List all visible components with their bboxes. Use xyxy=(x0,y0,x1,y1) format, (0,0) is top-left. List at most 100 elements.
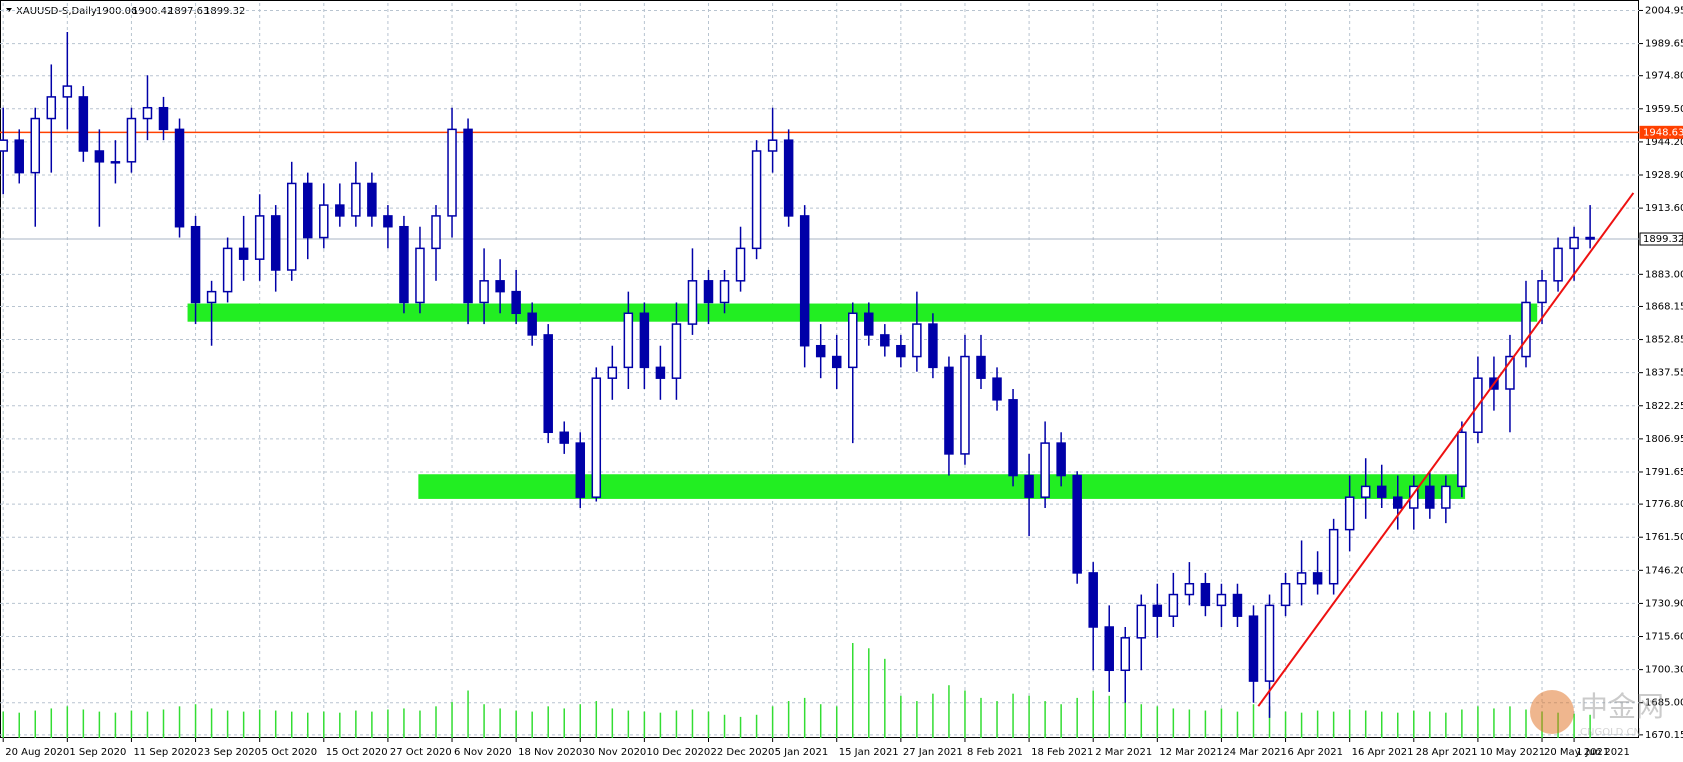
candle-body xyxy=(351,182,361,217)
header-value: 1897.63 xyxy=(168,6,209,17)
candle-body xyxy=(1120,637,1131,672)
candle-body xyxy=(543,334,553,434)
x-tick-label: 27 Jan 2021 xyxy=(903,747,963,758)
x-tick-label: 28 Apr 2021 xyxy=(1416,747,1478,758)
candle-body xyxy=(1104,626,1114,672)
y-tick-label: 1715.60 xyxy=(1645,632,1683,643)
candle-body xyxy=(14,139,24,174)
candle-body xyxy=(78,96,89,152)
y-tick-label: 1730.90 xyxy=(1645,598,1683,609)
candle-body xyxy=(206,290,217,304)
watermark: 中金网 CNGOLD.CN xyxy=(1530,690,1664,738)
candle-body xyxy=(1056,442,1066,477)
candle-body xyxy=(270,215,281,271)
price-label: 1948.63 xyxy=(1643,127,1683,138)
candle-body xyxy=(1585,236,1595,240)
y-tick-label: 1761.50 xyxy=(1645,532,1683,543)
candle-body xyxy=(944,366,954,455)
candle-body xyxy=(1008,399,1018,477)
candle-body xyxy=(46,96,57,120)
support-zone xyxy=(187,303,1538,322)
y-tick-label: 1959.50 xyxy=(1645,104,1683,115)
candle-body xyxy=(1505,355,1515,390)
price-label: 1899.32 xyxy=(1643,234,1683,245)
candle-body xyxy=(671,323,682,379)
x-tick-label: 2 Mar 2021 xyxy=(1095,747,1152,758)
candle-body xyxy=(735,247,746,282)
candle-body xyxy=(447,128,457,217)
x-tick-label: 18 Nov 2020 xyxy=(518,747,582,758)
x-tick-label: 10 Dec 2020 xyxy=(646,747,710,758)
candle-body xyxy=(415,247,425,304)
candle-body xyxy=(767,139,778,152)
candle-body xyxy=(559,431,569,444)
x-tick-label: 6 Apr 2021 xyxy=(1288,747,1343,758)
candle-body xyxy=(639,312,650,369)
candle-body xyxy=(1553,247,1563,282)
x-tick-label: 1 Sep 2020 xyxy=(69,747,126,758)
candle-body xyxy=(126,117,137,163)
candle-body xyxy=(1248,615,1259,682)
candle-body xyxy=(1537,280,1547,304)
candle-body xyxy=(495,280,505,293)
candle-body xyxy=(1376,485,1387,498)
candle-body xyxy=(831,355,842,369)
x-tick-label: 27 Oct 2020 xyxy=(390,747,452,758)
y-tick-label: 1670.15 xyxy=(1645,730,1683,741)
candle-body xyxy=(607,366,618,379)
candle-body xyxy=(479,280,489,304)
chart-title: XAUUSD-S,Daily xyxy=(16,6,97,17)
candle-body xyxy=(1088,572,1098,628)
candle-body xyxy=(880,334,890,347)
candle-body xyxy=(190,225,201,304)
candle-body xyxy=(238,247,249,260)
y-tick-label: 1685.00 xyxy=(1645,698,1683,709)
candle-body xyxy=(591,377,602,498)
x-tick-label: 10 May 2021 xyxy=(1480,747,1545,758)
x-tick-label: 5 Jan 2021 xyxy=(775,747,829,758)
candle-body xyxy=(286,182,297,271)
candle-body xyxy=(1184,582,1195,596)
candle-body xyxy=(799,215,810,347)
y-tick-label: 1791.65 xyxy=(1645,467,1683,478)
y-tick-label: 1700.30 xyxy=(1645,665,1683,676)
x-tick-label: 12 Mar 2021 xyxy=(1159,747,1222,758)
price-label-bg xyxy=(1639,232,1683,246)
x-tick-label: 24 Mar 2021 xyxy=(1223,747,1286,758)
candle-body xyxy=(1425,485,1435,509)
candle-body xyxy=(1024,474,1034,498)
candle-body xyxy=(687,280,698,325)
candle-body xyxy=(1152,604,1163,617)
x-tick-label: 23 Sep 2020 xyxy=(198,747,261,758)
candle-body xyxy=(1280,582,1291,607)
candle-body xyxy=(783,139,794,217)
y-tick-label: 1776.80 xyxy=(1645,499,1683,510)
candle-body xyxy=(383,215,393,228)
menu-arrow xyxy=(6,8,12,12)
candle-body xyxy=(575,442,586,498)
y-tick-label: 1852.85 xyxy=(1645,335,1683,346)
header-value: 1900.42 xyxy=(132,6,173,17)
x-tick-label: 6 Nov 2020 xyxy=(454,747,512,758)
candle-body xyxy=(1441,485,1451,509)
candle-body xyxy=(623,312,634,369)
candle-body xyxy=(463,128,473,304)
candle-body xyxy=(1360,485,1371,498)
watermark-text: 中金网 xyxy=(1580,690,1664,723)
candle-body xyxy=(110,161,121,164)
x-tick-label: 15 Oct 2020 xyxy=(326,747,388,758)
y-tick-label: 1822.25 xyxy=(1645,401,1683,412)
y-tick-label: 1868.15 xyxy=(1645,301,1683,312)
candle-body xyxy=(1216,593,1227,607)
candle-body xyxy=(1168,593,1179,617)
x-tick-label: 11 Sep 2020 xyxy=(133,747,196,758)
candle-body xyxy=(174,128,185,228)
y-tick-label: 1883.00 xyxy=(1645,269,1683,280)
y-tick-label: 1928.90 xyxy=(1645,170,1683,181)
candle-body xyxy=(1232,593,1243,617)
candle-body xyxy=(511,290,521,315)
candle-body xyxy=(1312,572,1323,585)
candle-body xyxy=(751,150,762,250)
candle-body xyxy=(960,355,970,455)
y-tick-label: 1806.95 xyxy=(1645,434,1683,445)
